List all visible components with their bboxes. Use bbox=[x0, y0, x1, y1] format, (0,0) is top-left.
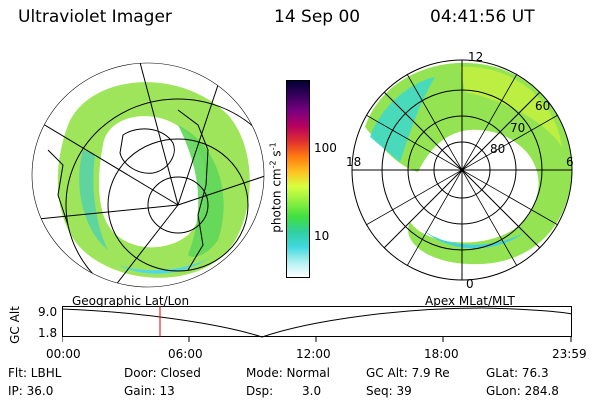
info-ip: IP: 36.0 bbox=[8, 384, 54, 398]
colorbar-label-exp1: -2 bbox=[268, 160, 278, 169]
colorbar-label: photon cm-2 s-1 bbox=[269, 108, 284, 268]
x-tick-1800: 18:00 bbox=[424, 347, 459, 361]
apex-label: Apex MLat/MLT bbox=[425, 294, 515, 308]
colorbar-label-main: photon cm bbox=[269, 168, 284, 233]
info-door: Door: Closed bbox=[124, 366, 201, 380]
colorbar-tick-100: 100 bbox=[314, 141, 337, 155]
polar-mlt-plot: 12 18 6 0 60 70 80 bbox=[346, 52, 574, 291]
x-tick-0600: 06:00 bbox=[168, 347, 203, 361]
geographic-label: Geographic Lat/Lon bbox=[72, 294, 190, 308]
mlt-label-6: 6 bbox=[566, 155, 574, 169]
info-gain: Gain: 13 bbox=[124, 384, 175, 398]
altitude-curve bbox=[62, 307, 572, 338]
geographic-map bbox=[31, 62, 265, 288]
info-flt: Flt: LBHL bbox=[8, 366, 62, 380]
mlt-label-12: 12 bbox=[468, 52, 483, 64]
time-label: 04:41:56 UT bbox=[430, 7, 535, 27]
info-glon: GLon: 284.8 bbox=[486, 384, 559, 398]
mlt-label-18: 18 bbox=[346, 155, 361, 169]
info-mode: Mode: Normal bbox=[246, 366, 330, 380]
colorbar-label-mid: s bbox=[269, 150, 284, 157]
info-seq: Seq: 39 bbox=[366, 384, 412, 398]
mlt-label-0: 0 bbox=[466, 277, 474, 291]
altitude-strip-plot bbox=[62, 306, 572, 342]
x-tick-1200: 12:00 bbox=[296, 347, 331, 361]
info-dsp-label: Dsp: bbox=[246, 384, 274, 398]
x-tick-0000: 00:00 bbox=[46, 347, 81, 361]
info-dsp-value: 3.0 bbox=[302, 384, 322, 398]
y-tick-9: 9.0 bbox=[38, 305, 58, 319]
colorbar-tick-10: 10 bbox=[314, 229, 330, 243]
colorbar-label-exp2: -1 bbox=[268, 142, 278, 151]
lat-label-60: 60 bbox=[535, 99, 550, 113]
gc-alt-axis-title: GC Alt bbox=[7, 306, 22, 344]
lat-label-70: 70 bbox=[510, 121, 525, 135]
instrument-title: Ultraviolet Imager bbox=[18, 7, 172, 27]
info-glat: GLat: 76.3 bbox=[486, 366, 549, 380]
lat-label-80: 80 bbox=[490, 142, 505, 156]
x-tick-2359: 23:59 bbox=[552, 347, 587, 361]
colorbar bbox=[286, 80, 310, 278]
date-label: 14 Sep 00 bbox=[274, 7, 361, 27]
y-tick-1-8: 1.8 bbox=[38, 326, 58, 340]
info-gc-alt: GC Alt: 7.9 Re bbox=[366, 366, 450, 380]
